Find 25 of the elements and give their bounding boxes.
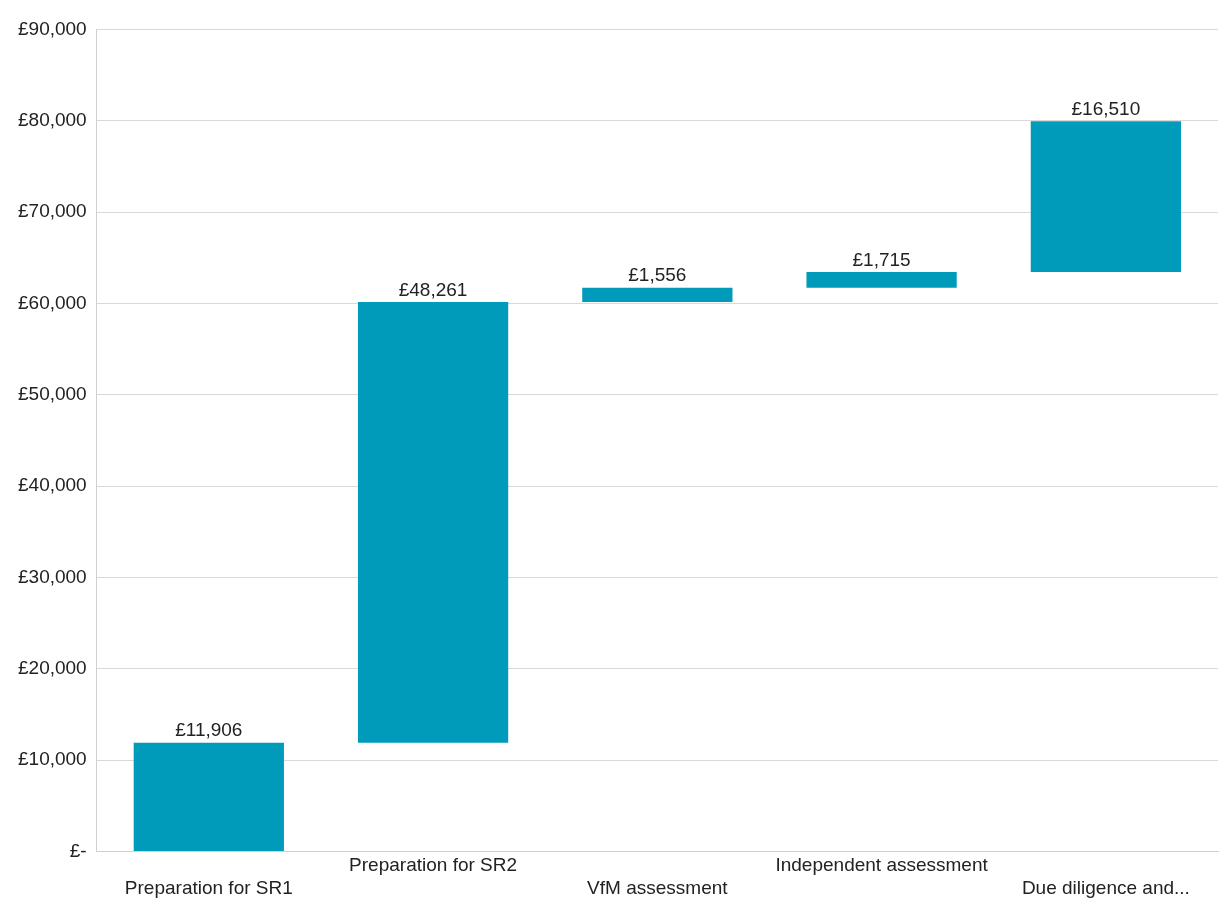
y-tick-label: £10,000 — [17, 748, 87, 770]
bar — [1030, 121, 1181, 272]
x-tick-label: Independent assessment — [775, 854, 989, 876]
bar — [357, 301, 509, 743]
y-tick-label: £30,000 — [17, 565, 87, 587]
y-tick-label: £80,000 — [17, 108, 87, 130]
x-tick-label: Preparation for SR2 — [349, 854, 518, 876]
y-tick-label: £- — [69, 839, 87, 861]
bar — [133, 742, 284, 851]
y-tick-label: £40,000 — [17, 474, 87, 496]
y-tick-label: £60,000 — [17, 291, 87, 313]
x-tick-label: Preparation for SR1 — [124, 876, 293, 898]
x-tick-label: Due diligence and... — [1021, 876, 1190, 898]
data-label: £11,906 — [175, 719, 243, 741]
y-tick-label: £20,000 — [17, 656, 87, 678]
data-label: £1,556 — [628, 264, 687, 286]
x-tick-label: VfM assessment — [587, 876, 729, 898]
y-tick-label: £90,000 — [17, 17, 87, 39]
data-label: £16,510 — [1071, 97, 1141, 119]
data-label: £48,261 — [398, 278, 468, 300]
y-tick-label: £50,000 — [17, 382, 87, 404]
data-label: £1,715 — [852, 248, 911, 270]
bar — [806, 272, 957, 288]
bar — [582, 287, 733, 302]
y-tick-label: £70,000 — [17, 200, 87, 222]
